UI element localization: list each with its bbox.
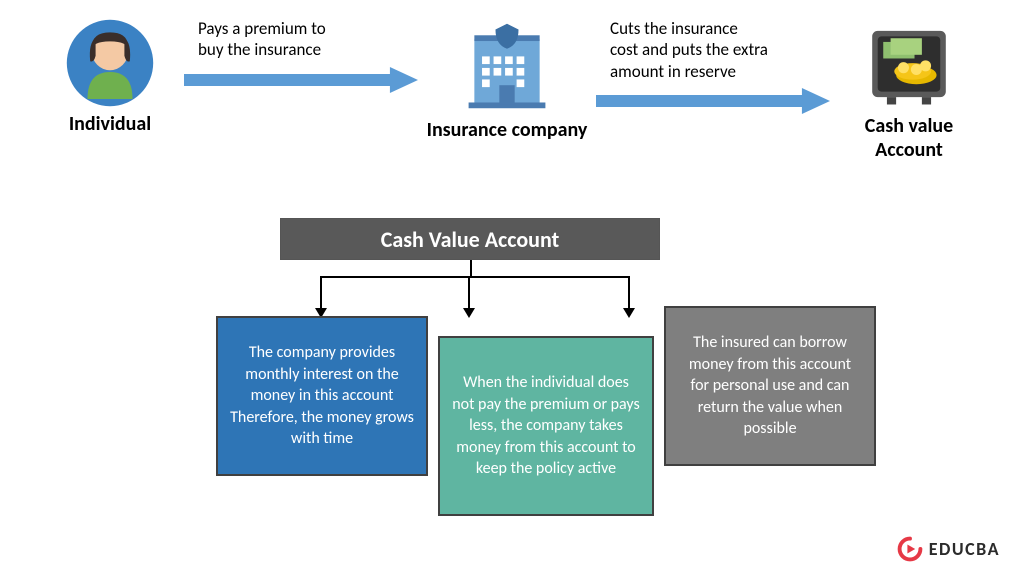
connector-line xyxy=(470,260,472,276)
node-cash-value-account: Cash value Account xyxy=(834,18,984,162)
logo-mark-icon xyxy=(897,536,923,562)
arrow-down-icon xyxy=(623,308,635,318)
detail-box-1: The company provides monthly interest on… xyxy=(216,316,428,476)
detail-box-3: The insured can borrow money from this a… xyxy=(664,306,876,466)
arrow-caption: Cuts the insurance cost and puts the ext… xyxy=(596,18,768,82)
cash-value-account-header: Cash Value Account xyxy=(280,218,660,260)
detail-box-2: When the individual does not pay the pre… xyxy=(438,336,654,516)
person-icon xyxy=(65,18,155,108)
flow-row: Individual Pays a premium to buy the ins… xyxy=(40,18,984,162)
connector-line xyxy=(320,276,322,308)
node-insurance-company: Insurance company xyxy=(422,18,592,142)
logo-text: EDUCBA xyxy=(929,538,1000,560)
arrow-right-icon xyxy=(184,67,418,93)
node-individual: Individual xyxy=(40,18,180,136)
connector-line xyxy=(468,276,470,308)
flow-arrow-2: Cuts the insurance cost and puts the ext… xyxy=(592,18,834,114)
educba-logo: EDUCBA xyxy=(897,536,1000,562)
node-label: Cash value Account xyxy=(865,114,953,162)
building-icon xyxy=(459,18,555,114)
arrow-caption: Pays a premium to buy the insurance xyxy=(184,18,326,61)
node-label: Insurance company xyxy=(427,118,588,142)
connector-line xyxy=(320,276,630,278)
safe-icon xyxy=(863,18,955,110)
arrow-down-icon xyxy=(463,308,475,318)
flow-arrow-1: Pays a premium to buy the insurance xyxy=(180,18,422,93)
arrow-right-icon xyxy=(596,88,830,114)
node-label: Individual xyxy=(69,112,151,136)
connector-line xyxy=(628,276,630,308)
